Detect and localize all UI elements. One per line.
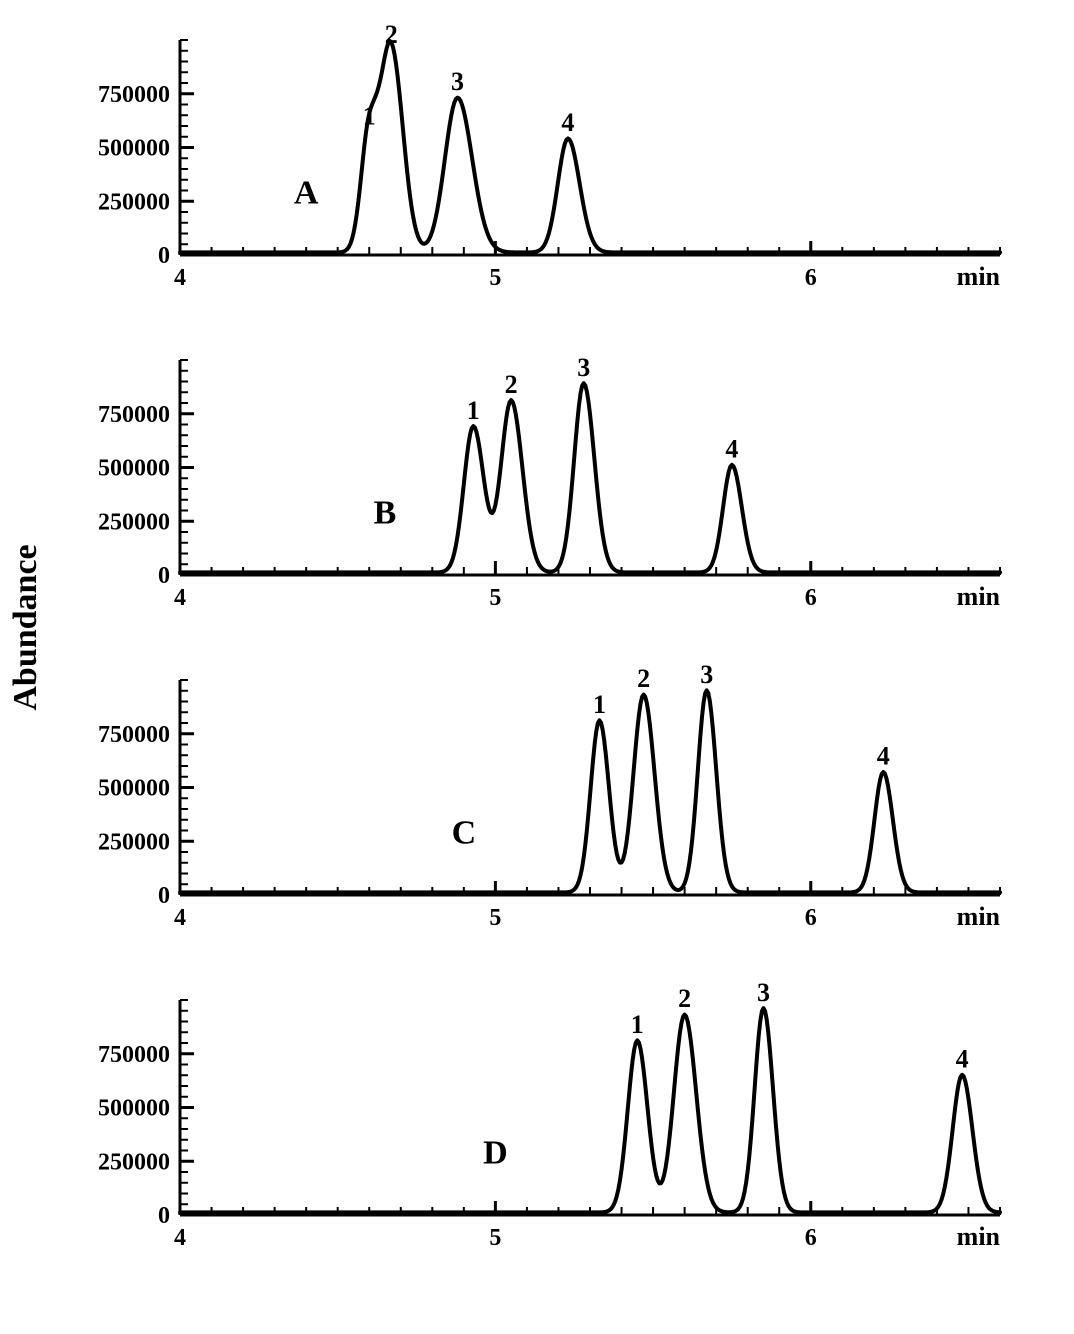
chromatogram-trace (180, 41, 1000, 252)
x-tick-label: 4 (174, 1225, 186, 1251)
y-tick-label: 750000 (98, 1042, 170, 1068)
panel-D: 0 250000 500000 750000 4 5 6 min 1 2 3 4 D (98, 978, 1001, 1251)
peak-label: 2 (385, 20, 398, 49)
peak-label: 3 (577, 353, 590, 382)
x-axis-label: min (957, 1222, 1001, 1251)
y-tick-label: 250000 (98, 1149, 170, 1175)
peak-label: 4 (725, 435, 738, 464)
y-tick-label: 500000 (98, 456, 170, 482)
y-tick-label: 0 (158, 243, 170, 269)
peak-label: 4 (877, 742, 890, 771)
y-tick-label: 0 (158, 563, 170, 589)
x-tick-label: 6 (805, 1225, 817, 1251)
panel-label: D (483, 1134, 508, 1171)
y-tick-label: 750000 (98, 402, 170, 428)
peak-label: 1 (363, 102, 376, 131)
panel-label: C (452, 814, 477, 851)
y-tick-label: 500000 (98, 776, 170, 802)
x-axis-label: min (957, 902, 1001, 931)
y-tick-label: 250000 (98, 509, 170, 535)
y-tick-label: 250000 (98, 189, 170, 215)
figure-svg: Abundance0250000500000750000456min1234A0… (0, 0, 1074, 1334)
peak-label: 1 (593, 690, 606, 719)
chromatogram-trace (180, 383, 1000, 572)
peak-label: 1 (631, 1010, 644, 1039)
y-tick-label: 250000 (98, 829, 170, 855)
peak-label: 3 (757, 978, 770, 1007)
x-tick-label: 5 (489, 585, 501, 611)
panel-A: 0 250000 500000 750000 4 5 6 min 1 2 3 4 A (98, 20, 1001, 291)
y-tick-label: 500000 (98, 1096, 170, 1122)
x-tick-label: 5 (489, 1225, 501, 1251)
y-tick-label: 750000 (98, 722, 170, 748)
panel-label: B (374, 494, 397, 531)
y-tick-label: 0 (158, 883, 170, 909)
panel-C: 0 250000 500000 750000 4 5 6 min 1 2 3 4 C (98, 660, 1001, 931)
x-axis-label: min (957, 262, 1001, 291)
x-tick-label: 4 (174, 905, 186, 931)
chromatogram-trace (180, 690, 1000, 892)
x-axis-label: min (957, 582, 1001, 611)
peak-label: 2 (505, 370, 518, 399)
peak-label: 4 (561, 108, 574, 137)
x-tick-label: 6 (805, 585, 817, 611)
x-tick-label: 5 (489, 265, 501, 291)
peak-label: 2 (678, 984, 691, 1013)
y-tick-label: 0 (158, 1203, 170, 1229)
peak-label: 4 (956, 1044, 969, 1073)
x-tick-label: 5 (489, 905, 501, 931)
x-tick-label: 6 (805, 265, 817, 291)
x-tick-label: 4 (174, 265, 186, 291)
peak-label: 2 (637, 664, 650, 693)
chromatogram-trace (180, 1008, 1000, 1212)
x-tick-label: 6 (805, 905, 817, 931)
panel-label: A (294, 174, 319, 211)
y-tick-label: 750000 (98, 82, 170, 108)
peak-label: 3 (700, 660, 713, 689)
y-tick-label: 500000 (98, 136, 170, 162)
x-tick-label: 4 (174, 585, 186, 611)
figure-root: Abundance0250000500000750000456min1234A0… (0, 0, 1074, 1334)
panel-B: 0 250000 500000 750000 4 5 6 min 12 3 4 B (98, 353, 1001, 611)
y-axis-label: Abundance (7, 544, 44, 710)
peak-label: 3 (451, 67, 464, 96)
peak-label: 1 (467, 396, 480, 425)
